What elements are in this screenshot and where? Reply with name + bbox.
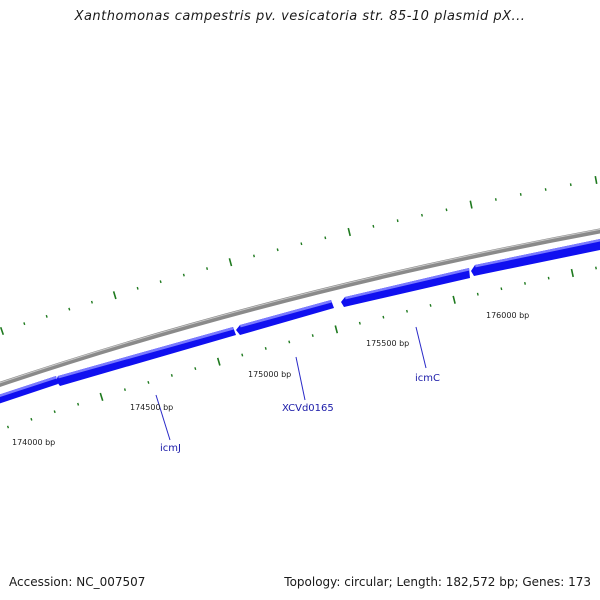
icmC-callout-line (415, 326, 427, 369)
gene-arrow-icmC-highlight (345, 268, 470, 300)
inner-minor-tick (500, 287, 503, 291)
inner-minor-tick (429, 304, 432, 307)
outer-minor-tick (421, 213, 423, 217)
gene-label-icmJ[interactable]: icmJ (160, 443, 181, 454)
outer-minor-tick (136, 286, 139, 290)
outer-minor-tick (206, 267, 209, 270)
outer-minor-tick (445, 208, 448, 212)
backbone-line (0, 228, 600, 387)
outer-minor-tick (23, 322, 26, 326)
outer-major-tick (0, 326, 5, 336)
outer-minor-tick (544, 188, 547, 191)
inner-minor-tick (194, 367, 197, 371)
backbone-highlight (0, 228, 600, 384)
inner-minor-tick (311, 334, 314, 337)
icmJ-callout-line (155, 394, 171, 441)
position-label-175000: 175000 bp (248, 370, 291, 379)
gene-arrow-5-highlight (475, 239, 600, 268)
outer-major-tick (594, 175, 598, 185)
outer-minor-tick (569, 183, 572, 187)
outer-minor-tick (494, 198, 497, 201)
inner-minor-tick (53, 410, 56, 414)
gene-arrow-1[interactable] (0, 376, 58, 405)
outer-major-tick (347, 227, 351, 237)
outer-tick-track (0, 175, 598, 336)
XCVd0165-callout-line (295, 356, 306, 401)
position-label-176000: 176000 bp (486, 311, 529, 320)
inner-minor-tick (6, 425, 10, 429)
outer-minor-tick (276, 248, 279, 252)
outer-minor-tick (372, 224, 375, 228)
gene-arrow-5[interactable] (471, 238, 600, 276)
position-label-175500: 175500 bp (366, 339, 409, 348)
inner-minor-tick (30, 417, 33, 421)
inner-minor-tick (406, 309, 408, 313)
inner-minor-tick (147, 380, 150, 384)
inner-minor-tick (547, 276, 550, 280)
outer-major-tick (228, 258, 233, 267)
inner-major-tick (216, 357, 221, 366)
inner-minor-tick (476, 292, 479, 296)
outer-minor-tick (182, 273, 185, 277)
outer-minor-tick (45, 314, 48, 318)
inner-minor-tick (170, 374, 173, 377)
inner-major-tick (570, 268, 574, 278)
inner-minor-tick (123, 388, 126, 391)
inner-minor-tick (382, 315, 385, 319)
outer-major-tick (112, 291, 117, 300)
position-label-174000: 174000 bp (12, 438, 55, 447)
outer-minor-tick (519, 192, 522, 196)
accession-text: Accession: NC_007507 (9, 575, 146, 589)
inner-minor-tick (77, 402, 80, 406)
inner-major-tick (452, 295, 456, 304)
outer-minor-tick (253, 254, 255, 258)
inner-minor-tick (358, 321, 361, 325)
outer-minor-tick (68, 307, 71, 311)
gene-label-icmC[interactable]: icmC (415, 373, 440, 384)
gene-arrow-icmJ[interactable] (56, 327, 236, 386)
inner-minor-tick (241, 353, 244, 357)
inner-minor-tick (595, 266, 597, 270)
inner-major-tick (99, 392, 104, 401)
outer-minor-tick (90, 300, 93, 304)
inner-minor-tick (264, 347, 267, 350)
inner-major-tick (334, 325, 339, 334)
gene-arrow-icmJ-highlight (58, 327, 234, 379)
gene-arrow-XCVd0165-highlight (240, 300, 332, 328)
position-label-174500: 174500 bp (130, 403, 173, 412)
outer-minor-tick (300, 242, 303, 246)
inner-minor-tick (524, 281, 526, 285)
inner-minor-tick (288, 340, 291, 344)
map-title: Xanthomonas campestris pv. vesicatoria s… (74, 9, 526, 24)
outer-minor-tick (159, 280, 162, 284)
topology-summary: Topology: circular; Length: 182,572 bp; … (284, 575, 591, 589)
outer-major-tick (469, 200, 473, 209)
gene-arrow-1-highlight (0, 376, 57, 397)
gene-arrow-XCVd0165[interactable] (236, 300, 334, 335)
gene-label-XCVd0165[interactable]: XCVd0165 (282, 403, 334, 414)
outer-minor-tick (396, 219, 399, 223)
outer-minor-tick (324, 236, 327, 240)
inner-tick-track (6, 266, 597, 429)
